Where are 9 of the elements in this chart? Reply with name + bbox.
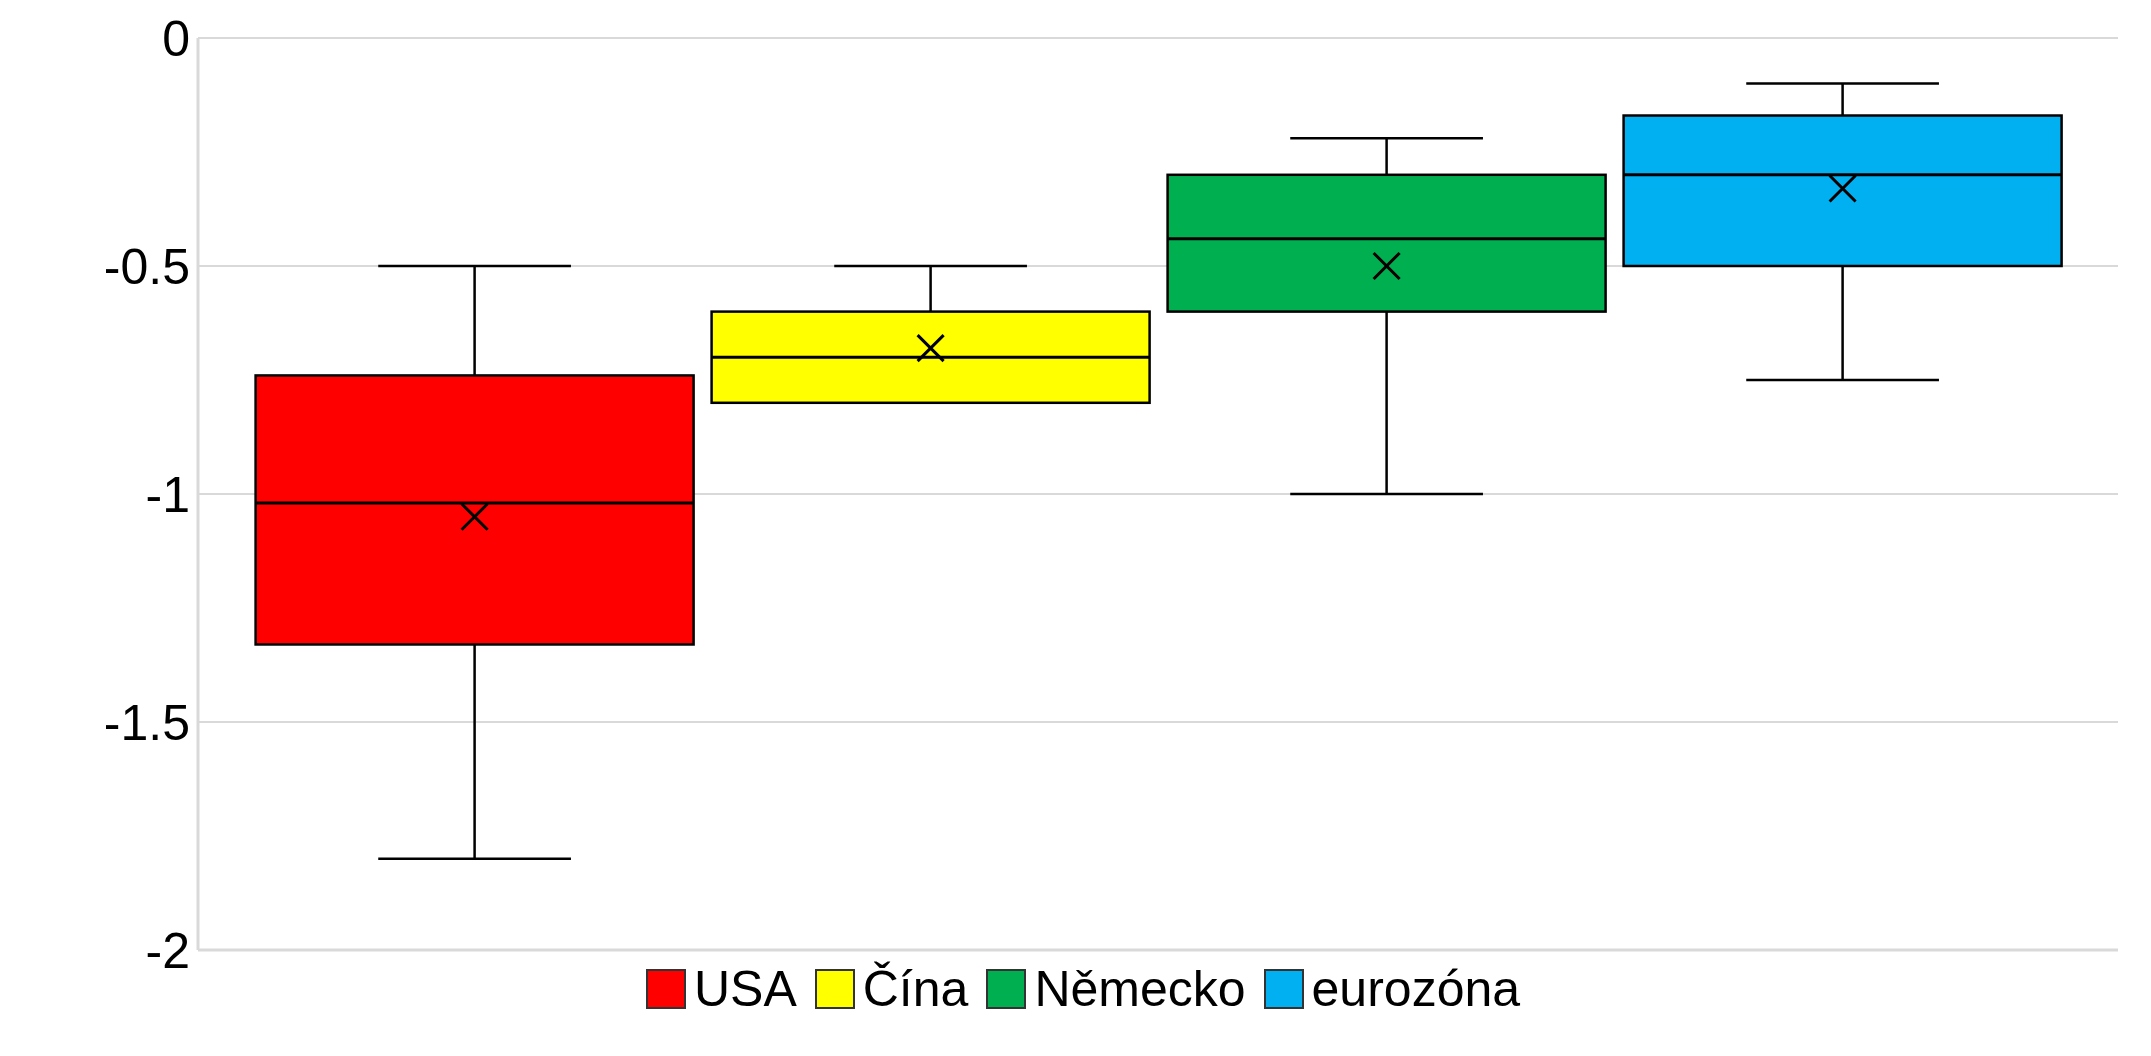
legend-label: USA [693, 960, 797, 1018]
y-tick-label: 0 [162, 10, 190, 67]
legend-label: Čína [862, 960, 969, 1018]
legend-label: Německo [1034, 960, 1246, 1018]
y-tick-label: -2 [145, 922, 190, 979]
legend-label: eurozóna [1311, 960, 1521, 1018]
y-tick-label: -1.5 [103, 694, 190, 751]
y-tick-label: -1 [145, 466, 190, 523]
y-tick-label: -0.5 [103, 238, 190, 295]
